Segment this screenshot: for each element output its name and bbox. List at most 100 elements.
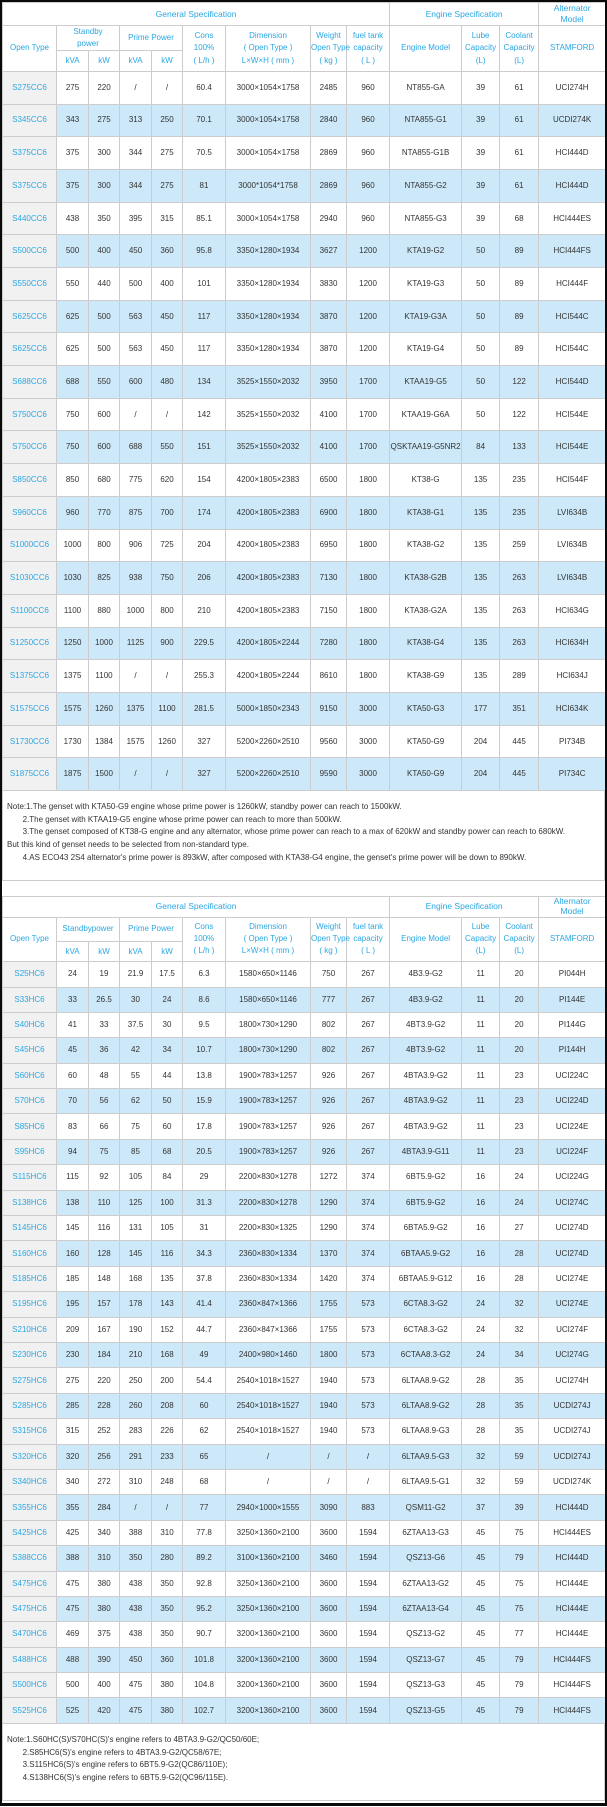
table-row: S185HC6 185 148 168 135 37.8 2360×830×1334 1420…	[2, 1265, 607, 1293]
spec-table-cc6: General Specification Engine Specificatio…	[1, 2, 607, 792]
table-cell: 45	[461, 1697, 501, 1724]
unit-header-kva: kVA	[56, 941, 89, 963]
table-cell: 39	[461, 168, 501, 203]
table-row: S688CC6 688 550 600 480 134 3525×1550×2032 3950…	[2, 365, 607, 399]
table-cell: 310	[88, 1545, 120, 1572]
table-cell: 20	[499, 961, 540, 988]
table-cell: 145	[119, 1240, 152, 1267]
table-cell: 256	[88, 1443, 120, 1470]
table-cell: 960	[345, 136, 391, 170]
table-cell: 600	[119, 365, 152, 399]
table-row: S470HC6 469 375 438 350 90.7 3200×1360×2100 360…	[2, 1621, 607, 1648]
table-cell: KTA38-G2A	[389, 593, 463, 628]
table-cell: 15.9	[182, 1088, 226, 1115]
table-cell: UCI274D	[538, 1240, 607, 1267]
table-cell: PI044H	[538, 961, 607, 988]
cell-model: S285HC6	[2, 1392, 57, 1420]
table-cell: 24	[499, 1164, 540, 1191]
table-cell: 1100	[56, 593, 89, 628]
table-cell: 3250×1360×2100	[225, 1570, 311, 1597]
table-cell: 39	[461, 201, 501, 236]
table-cell: 267	[345, 1113, 391, 1140]
table-cell: 89.2	[182, 1545, 226, 1572]
table-cell: 267	[345, 1037, 391, 1064]
table-row: S145HC6 145 116 131 105 31 2200×830×1325 1290 37…	[2, 1215, 607, 1242]
table-cell: 1730	[56, 724, 89, 759]
table-cell: 206	[182, 561, 226, 595]
cell-model: S500HC6	[2, 1672, 57, 1699]
table-cell: 1290	[310, 1215, 347, 1242]
note-line: 4.S138HC6(S)'s engine refers to 6BT5.9-G…	[7, 1772, 229, 1782]
page-border-bottom	[0, 1803, 607, 1806]
table-cell: 115	[56, 1164, 89, 1191]
col-header-fuel-tank-capacity: fuel tank capacity ( L )	[345, 916, 391, 963]
table-cell: 23	[499, 1062, 540, 1090]
table-cell: 1375	[56, 659, 89, 693]
cell-model: S550CC6	[2, 267, 57, 301]
table-cell: 285	[56, 1392, 89, 1420]
table-cell: 44.7	[182, 1316, 226, 1343]
table-cell: 926	[310, 1138, 347, 1166]
table-cell: 3525×1550×2032	[225, 397, 311, 432]
table-cell: 525	[56, 1697, 89, 1724]
unit-header-kw: kW	[88, 941, 120, 963]
table-cell: 4200×1805×2383	[225, 528, 311, 563]
table-cell: 500	[56, 234, 89, 269]
cell-model: S475HC6	[2, 1570, 57, 1597]
table-cell: 6CTA8.3-G2	[389, 1291, 463, 1318]
table-cell: 777	[310, 986, 347, 1013]
table-row: S375CC6 375 300 344 275 81 3000*1054*1758 2869 9…	[2, 168, 607, 203]
table-cell: HCI634K	[538, 691, 607, 726]
table-cell: UCI274G	[538, 1341, 607, 1369]
table-cell: KTAA19-G5	[389, 365, 463, 399]
table-cell: 1580×650×1146	[225, 986, 311, 1013]
table-cell: 3000×1054×1758	[225, 70, 311, 105]
table-row: S550CC6 550 440 500 400 101 3350×1280×1934 3830…	[2, 267, 607, 301]
table-cell: 770	[88, 495, 120, 530]
table-cell: 3000	[345, 691, 391, 726]
table-cell: 4BT3.9-G2	[389, 1037, 463, 1064]
table-cell: 60	[56, 1062, 89, 1090]
table-cell: 90.7	[182, 1621, 226, 1648]
table-cell: 209	[56, 1316, 89, 1343]
note-line: 4.AS ECO43 2S4 alternator's prime power …	[7, 852, 527, 862]
table-cell: 374	[345, 1189, 391, 1217]
table-cell: 204	[461, 724, 501, 759]
table-cell: 1272	[310, 1164, 347, 1191]
table-cell: HCI444ES	[538, 1519, 607, 1547]
col-header-prime-power: Prime Power	[119, 916, 183, 943]
cell-model: S340HC6	[2, 1468, 57, 1496]
table-cell: 4B3.9-G2	[389, 961, 463, 988]
table-cell: 70	[56, 1088, 89, 1115]
table-cell: 9560	[310, 724, 347, 759]
table-cell: 3090	[310, 1494, 347, 1521]
table-cell: 255.3	[182, 659, 226, 693]
table-cell: 3350×1280×1934	[225, 299, 311, 334]
col-header-engine-model: Engine Model	[389, 916, 463, 963]
table-cell: 800	[88, 528, 120, 563]
table-cell: HCI444D	[538, 136, 607, 170]
table-cell: 6LTAA9.5-G3	[389, 1443, 463, 1470]
cell-model: S25HC6	[2, 961, 57, 988]
table-cell: 23	[499, 1138, 540, 1166]
table-row: S750CC6 750 600 688 550 151 3525×1550×2032 4100…	[2, 430, 607, 465]
table-cell: UCI224C	[538, 1062, 607, 1090]
cell-model: S470HC6	[2, 1621, 57, 1648]
col-header-standby-power: Standby power	[56, 24, 120, 52]
table-cell: 2200×830×1278	[225, 1164, 311, 1191]
table-cell: 6500	[310, 463, 347, 497]
table-cell: 327	[182, 757, 226, 792]
table-cell: HCI544D	[538, 365, 607, 399]
table-cell: 825	[88, 561, 120, 595]
table-cell: 168	[151, 1341, 183, 1369]
col-header-open-type: Open Type	[2, 25, 57, 72]
table-cell: 6LTAA9.5-G1	[389, 1468, 463, 1496]
table-cell: PI144G	[538, 1011, 607, 1039]
table-cell: 960	[345, 70, 391, 105]
cell-model: S355HC6	[2, 1494, 57, 1521]
table-cell: 1594	[345, 1570, 391, 1597]
table-cell: 31	[182, 1215, 226, 1242]
table-cell: 315	[151, 201, 183, 236]
table-cell: 135	[151, 1265, 183, 1293]
table-cell: LVI634B	[538, 495, 607, 530]
